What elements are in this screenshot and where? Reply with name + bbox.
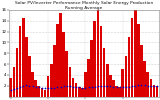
Point [47, 88, 49, 89]
Bar [153, 85, 155, 96]
Point [134, 85, 136, 86]
Point [81, 87, 84, 89]
Bar [128, 37, 130, 96]
Bar [140, 45, 143, 96]
Bar [37, 86, 40, 96]
Point [87, 86, 90, 88]
Point [90, 86, 93, 88]
Point [69, 86, 71, 87]
Bar [134, 7, 137, 96]
Bar [81, 88, 84, 96]
Bar [97, 10, 99, 96]
Bar [125, 56, 127, 96]
Bar [72, 78, 74, 96]
Bar [118, 87, 121, 96]
Point [25, 84, 28, 86]
Point [122, 86, 124, 88]
Bar [25, 37, 28, 96]
Bar [149, 79, 152, 96]
Point [22, 85, 24, 86]
Point [150, 85, 152, 86]
Bar [44, 90, 46, 96]
Bar [28, 56, 31, 96]
Point [19, 86, 21, 88]
Point [128, 86, 130, 88]
Point [125, 86, 127, 88]
Point [93, 86, 96, 88]
Bar [121, 70, 124, 96]
Point [156, 86, 158, 87]
Bar [115, 86, 118, 96]
Bar [68, 67, 71, 96]
Point [112, 86, 115, 88]
Bar [90, 40, 93, 96]
Point [16, 88, 18, 89]
Bar [56, 24, 59, 96]
Bar [143, 61, 146, 96]
Point [62, 86, 65, 87]
Bar [59, 13, 62, 96]
Point [97, 86, 99, 87]
Point [31, 86, 34, 87]
Point [56, 86, 59, 88]
Title: Solar PV/Inverter Performance Monthly Solar Energy Production Running Average: Solar PV/Inverter Performance Monthly So… [15, 1, 153, 10]
Point [75, 86, 77, 88]
Bar [34, 80, 37, 96]
Point [115, 86, 118, 88]
Point [100, 85, 102, 86]
Point [153, 86, 155, 87]
Bar [137, 24, 140, 96]
Point [109, 86, 112, 87]
Bar [75, 83, 77, 96]
Point [146, 85, 149, 86]
Bar [62, 32, 65, 96]
Point [37, 86, 40, 88]
Point [44, 88, 46, 89]
Point [72, 86, 74, 88]
Bar [53, 45, 56, 96]
Point [34, 86, 37, 88]
Bar [93, 21, 96, 96]
Point [59, 86, 62, 88]
Bar [146, 72, 149, 96]
Bar [12, 67, 15, 96]
Point [41, 87, 43, 89]
Bar [131, 18, 133, 96]
Point [84, 87, 87, 89]
Bar [106, 64, 109, 96]
Bar [31, 72, 34, 96]
Bar [19, 26, 21, 96]
Point [50, 88, 52, 89]
Bar [112, 80, 115, 96]
Bar [50, 64, 52, 96]
Point [118, 86, 121, 88]
Bar [103, 48, 105, 96]
Point [53, 87, 56, 89]
Bar [9, 78, 12, 96]
Bar [65, 51, 68, 96]
Point [78, 86, 80, 88]
Point [12, 89, 15, 90]
Point [140, 84, 143, 86]
Bar [78, 87, 80, 96]
Point [65, 86, 68, 87]
Bar [109, 75, 112, 96]
Point [131, 86, 133, 87]
Bar [40, 88, 43, 96]
Point [103, 85, 105, 86]
Point [143, 84, 146, 86]
Bar [47, 76, 49, 96]
Point [9, 89, 12, 91]
Point [137, 84, 140, 86]
Bar [87, 59, 90, 96]
Point [28, 85, 31, 86]
Bar [156, 86, 158, 96]
Bar [100, 26, 102, 96]
Bar [16, 48, 18, 96]
Bar [84, 72, 87, 96]
Bar [22, 18, 24, 96]
Point [106, 86, 108, 87]
